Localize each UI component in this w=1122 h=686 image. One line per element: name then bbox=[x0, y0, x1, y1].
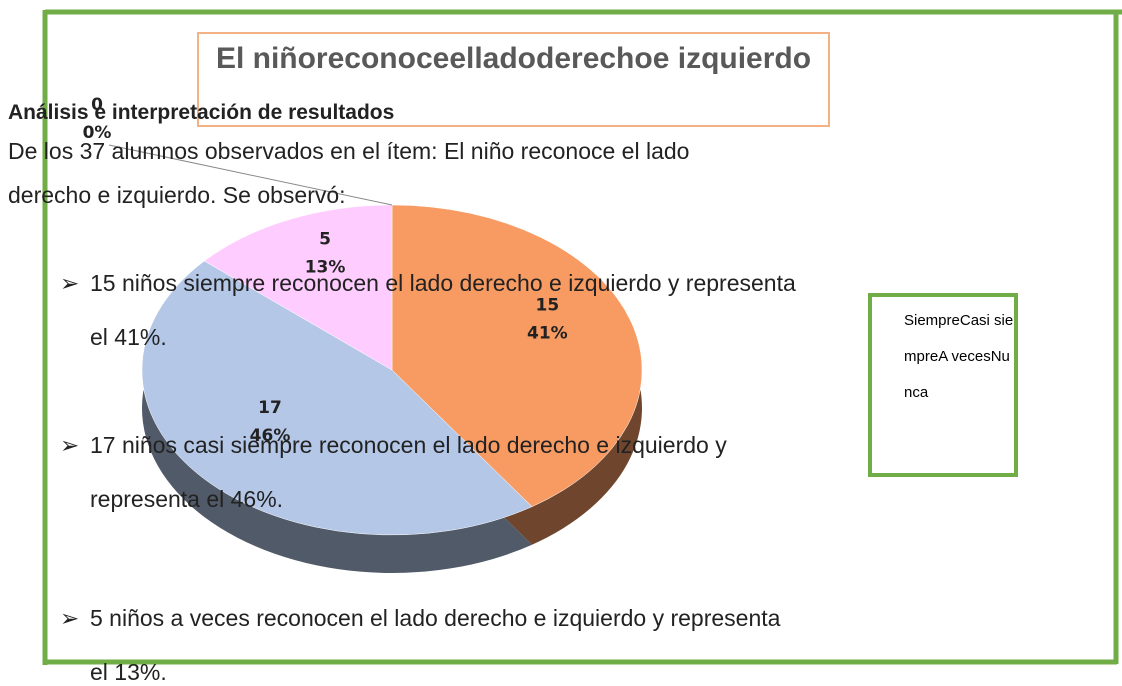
leader-line bbox=[108, 144, 393, 206]
bullet: 15 niños siempre reconocen el lado derec… bbox=[60, 270, 796, 297]
bullet-line: el 13%. bbox=[90, 659, 167, 685]
bullet: 17 niños casi siempre reconocen el lado … bbox=[60, 432, 727, 459]
legend-entry: A veces bbox=[938, 348, 991, 365]
paragraph-line: De los 37 alumnos observados en el ítem:… bbox=[8, 138, 690, 164]
legend-entry: Nunca bbox=[904, 348, 1010, 401]
bullet: 5 niños a veces reconocen el lado derech… bbox=[60, 605, 780, 632]
pie-slice bbox=[141, 260, 533, 536]
bullet-line: representa el 46%. bbox=[90, 486, 284, 512]
data-label: 15 bbox=[536, 296, 560, 316]
data-label: 17 bbox=[258, 398, 282, 418]
chart-title: El niñoreconoceelladoderechoe izquierdo bbox=[197, 32, 830, 127]
legend: SiempreCasi siempreA vecesNunca bbox=[868, 293, 1018, 477]
bullet-line: el 41%. bbox=[90, 324, 167, 350]
data-label: 0 bbox=[91, 95, 103, 115]
paragraph-line: derecho e izquierdo. Se observó: bbox=[8, 182, 346, 208]
legend-entry: Siempre bbox=[904, 312, 960, 329]
data-label: 41% bbox=[527, 324, 568, 344]
data-label: 5 bbox=[319, 229, 331, 249]
data-label: 0% bbox=[83, 123, 112, 143]
legend-entry: Casi siempre bbox=[904, 312, 1014, 365]
heading: Análisis e interpretación de resultados bbox=[8, 101, 395, 124]
